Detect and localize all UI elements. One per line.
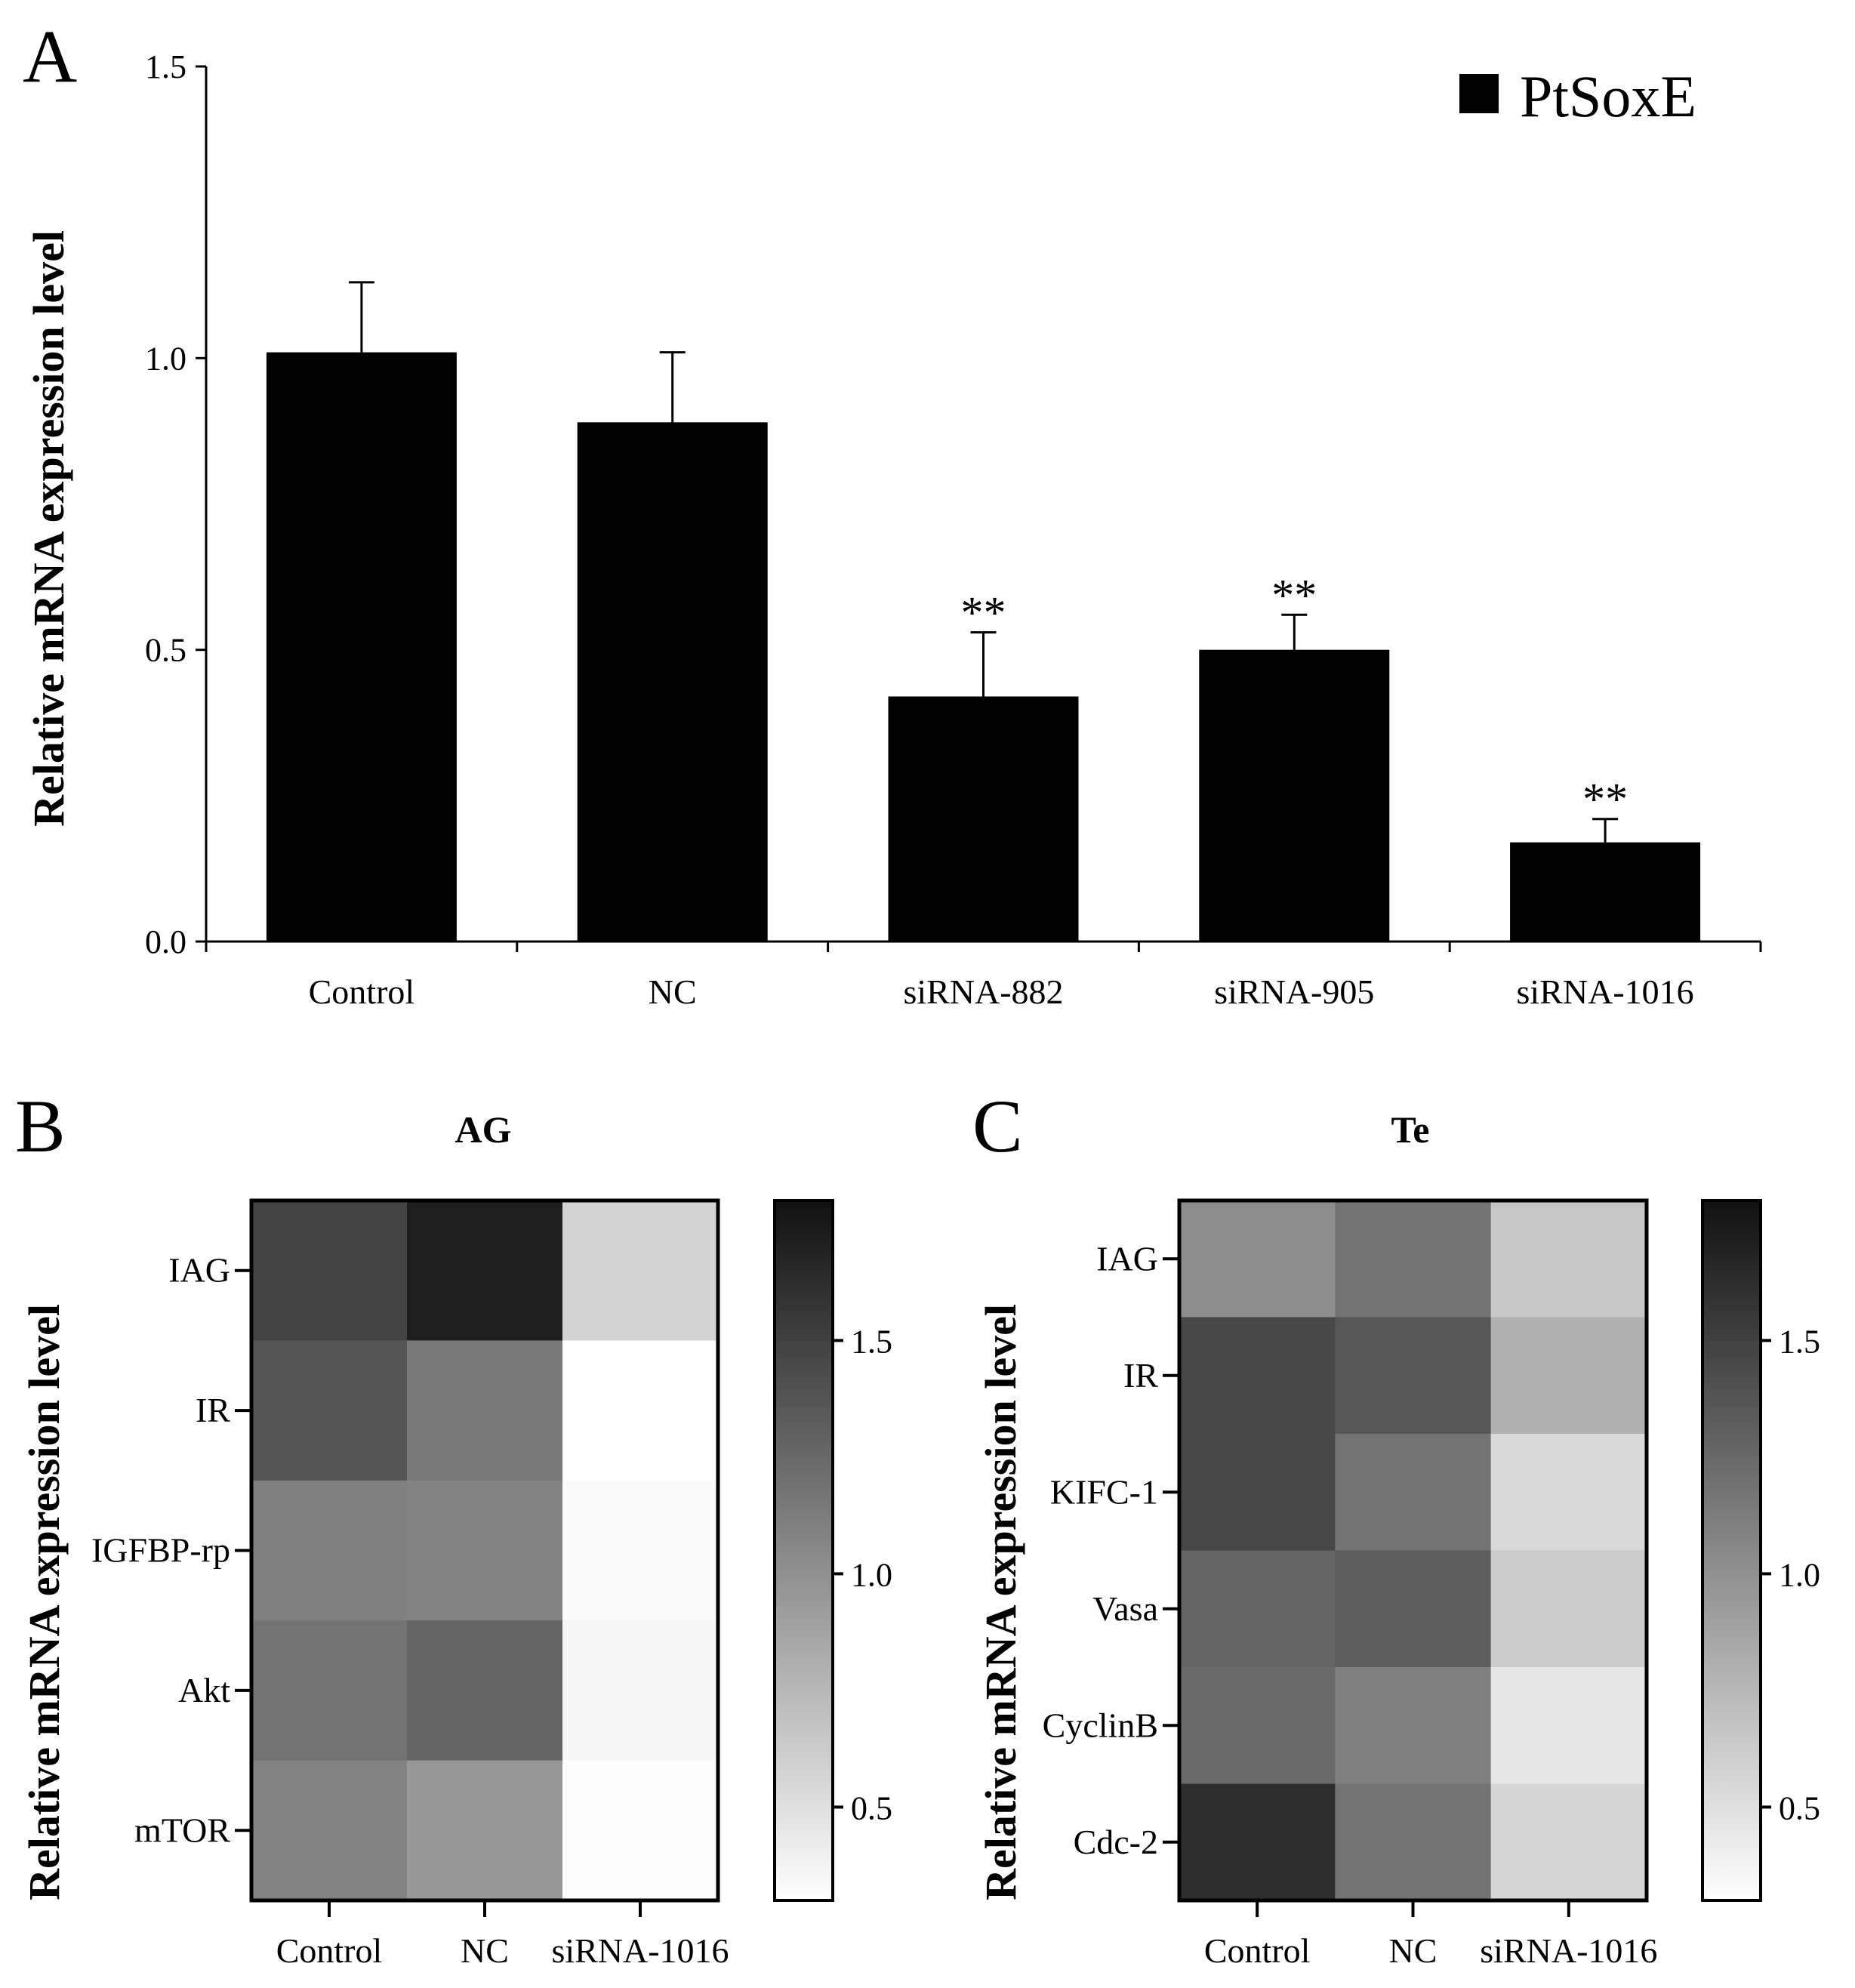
column-label: siRNA-1016: [551, 1931, 729, 1970]
heatmap-cell: [1490, 1317, 1647, 1435]
heatmap-ag: IAG IR IGFBP-rp Akt mTOR Control NC siRNA-1016 0…: [91, 1198, 892, 1970]
colorbar: [1701, 1199, 1762, 1902]
heatmap-cell: [251, 1201, 408, 1341]
row-label: IAG: [1096, 1239, 1158, 1278]
colorbar-tick-label: 0.5: [851, 1789, 892, 1826]
panel-letter-a: A: [23, 14, 77, 98]
column-label: Control: [276, 1931, 383, 1970]
y-tick-label: 0.0: [145, 923, 186, 960]
heatmap-cell: [251, 1760, 408, 1901]
heatmap-cell: [1335, 1667, 1492, 1784]
bar: [577, 422, 768, 942]
bar: [266, 352, 457, 942]
heatmap-cell: [251, 1340, 408, 1481]
heatmap-te: IAG IR KIFC-1 Vasa CyclinB Cdc-2 Control NC siRN…: [1043, 1198, 1820, 1970]
legend-swatch: [1459, 74, 1499, 113]
bar: [888, 696, 1079, 942]
heatmap-cell: [1335, 1317, 1492, 1435]
heatmap-cell: [1179, 1667, 1336, 1784]
significance-label: **: [1271, 570, 1317, 620]
heatmap-cell: [1335, 1550, 1492, 1668]
panel-letter-b: B: [15, 1084, 66, 1168]
bar-chart-bars: ** ** **: [266, 281, 1701, 942]
heatmap-ag-panel: B AG Relative mRNA expression level IAGI…: [15, 1084, 892, 1970]
heatmap-cell: [407, 1620, 563, 1761]
colorbar-tick-label: 1.0: [851, 1556, 892, 1593]
significance-label: **: [1582, 775, 1628, 824]
row-label: IR: [1123, 1356, 1158, 1395]
heatmap-cell: [1490, 1550, 1647, 1668]
heatmap-cell: [1179, 1434, 1336, 1551]
heatmap-cell: [407, 1340, 563, 1481]
y-tick-label: 0.5: [145, 632, 186, 669]
heatmap-ag-y-axis-label: Relative mRNA expression level: [20, 1304, 69, 1900]
row-label: Cdc-2: [1074, 1823, 1158, 1861]
column-label: NC: [461, 1931, 509, 1970]
y-tick-label: 1.5: [145, 48, 186, 85]
row-label: IAG: [168, 1251, 230, 1290]
column-label: NC: [1389, 1931, 1437, 1970]
row-label: IGFBP-rp: [91, 1531, 230, 1570]
bar-chart-y-axis-label: Relative mRNA expression level: [24, 230, 73, 827]
heatmap-cell: [407, 1480, 563, 1621]
heatmap-cell: [1335, 1783, 1492, 1901]
row-label: Akt: [178, 1671, 230, 1709]
heatmap-cell: [1179, 1550, 1336, 1668]
heatmap-cell: [1335, 1201, 1492, 1318]
colorbar-tick-label: 1.5: [1779, 1323, 1820, 1360]
x-tick-label: siRNA-905: [1214, 972, 1374, 1011]
heatmap-cell: [251, 1480, 408, 1621]
heatmap-cell: [1335, 1434, 1492, 1551]
heatmap-cell: [407, 1760, 563, 1901]
row-label: mTOR: [134, 1811, 230, 1849]
heatmap-te-y-axis-label: Relative mRNA expression level: [976, 1304, 1025, 1900]
heatmap-cell: [562, 1620, 719, 1761]
row-label: Vasa: [1092, 1589, 1158, 1628]
heatmap-cell: [1490, 1201, 1647, 1318]
colorbar-tick-label: 1.5: [851, 1323, 892, 1360]
x-tick-label: Control: [309, 972, 415, 1011]
heatmap-cell: [407, 1201, 563, 1341]
heatmap-cell: [562, 1760, 719, 1901]
colorbar-tick-label: 1.0: [1779, 1556, 1820, 1593]
column-label: siRNA-1016: [1480, 1931, 1657, 1970]
heatmap-cell: [1179, 1317, 1336, 1435]
heatmap-cell: [1490, 1434, 1647, 1551]
significance-label: **: [961, 587, 1006, 637]
bar: [1510, 842, 1701, 942]
bar: [1199, 649, 1390, 942]
heatmap-cell: [1179, 1201, 1336, 1318]
colorbar: [773, 1199, 834, 1902]
row-label: CyclinB: [1043, 1706, 1158, 1744]
heatmap-cell: [562, 1201, 719, 1341]
bar-chart-legend: PtSoxE: [1459, 63, 1696, 129]
row-label: KIFC-1: [1050, 1472, 1158, 1511]
bar-chart-panel: A Relative mRNA expression level 0.0 0.5 1…: [23, 14, 1762, 1011]
heatmap-ag-title: AG: [455, 1108, 512, 1151]
heatmap-cell: [1490, 1667, 1647, 1784]
heatmap-cell: [1179, 1783, 1336, 1901]
column-label: Control: [1204, 1931, 1311, 1970]
x-tick-label: siRNA-1016: [1517, 972, 1694, 1011]
heatmap-te-panel: C Te Relative mRNA expression level IAGI…: [972, 1084, 1820, 1970]
heatmap-cell: [562, 1340, 719, 1481]
x-tick-label: siRNA-882: [903, 972, 1063, 1011]
heatmap-cell: [562, 1480, 719, 1621]
row-label: IR: [196, 1391, 230, 1429]
heatmap-te-title: Te: [1391, 1108, 1430, 1151]
colorbar-tick-label: 0.5: [1779, 1789, 1820, 1826]
panel-letter-c: C: [972, 1084, 1023, 1168]
heatmap-cell: [1490, 1783, 1647, 1901]
bar-chart-axes: 0.0 0.5 1.0 1.5 Control NC siRNA-882 siRNA-905 s…: [145, 48, 1762, 1011]
heatmap-cell: [251, 1620, 408, 1761]
y-tick-label: 1.0: [145, 340, 186, 377]
legend-label: PtSoxE: [1520, 63, 1696, 129]
x-tick-label: NC: [649, 972, 697, 1011]
